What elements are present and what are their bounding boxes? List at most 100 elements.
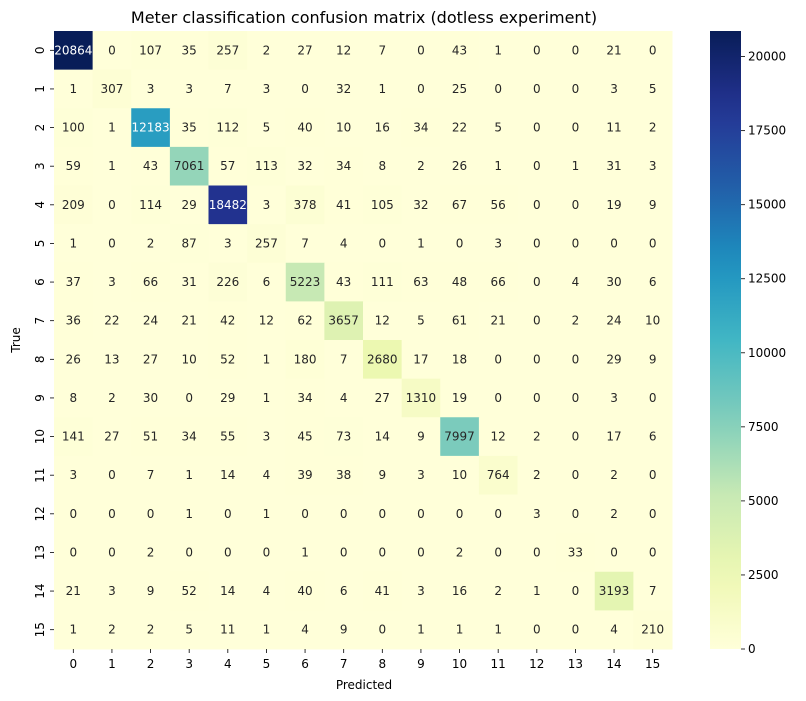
cell-value-label: 14 bbox=[220, 584, 235, 598]
heatmap-cell bbox=[363, 571, 403, 611]
cell-value-label: 2 bbox=[147, 623, 155, 637]
heatmap-cell bbox=[633, 610, 673, 650]
cell-value-label: 14 bbox=[375, 430, 390, 444]
cell-value-label: 105 bbox=[371, 198, 394, 212]
cell-value-label: 0 bbox=[533, 391, 541, 405]
heatmap-cell bbox=[208, 31, 248, 71]
heatmap-cell bbox=[517, 494, 557, 534]
cell-value-label: 6 bbox=[649, 430, 657, 444]
y-tick-label: 6 bbox=[33, 278, 47, 286]
heatmap-cell bbox=[131, 301, 171, 341]
cell-value-label: 27 bbox=[104, 430, 119, 444]
heatmap-cell bbox=[633, 146, 673, 187]
cell-value-label: 5 bbox=[185, 623, 193, 637]
heatmap-cell bbox=[169, 610, 210, 650]
heatmap-cell bbox=[478, 533, 519, 573]
heatmap-cell bbox=[324, 108, 364, 148]
cell-value-label: 8 bbox=[378, 159, 386, 173]
heatmap-cell bbox=[285, 533, 325, 573]
heatmap-cell bbox=[594, 69, 634, 109]
cell-value-label: 43 bbox=[143, 159, 158, 173]
cell-value-label: 1 bbox=[108, 121, 116, 135]
cell-value-label: 29 bbox=[182, 198, 197, 212]
y-tick-label: 8 bbox=[33, 355, 47, 363]
heatmap-cell bbox=[556, 146, 596, 187]
x-tick-label: 5 bbox=[263, 657, 271, 671]
cell-value-label: 2 bbox=[108, 391, 116, 405]
cell-value-label: 0 bbox=[108, 545, 116, 559]
heatmap-cell bbox=[169, 69, 210, 109]
cell-value-label: 0 bbox=[378, 623, 386, 637]
cell-value-label: 4 bbox=[340, 391, 348, 405]
heatmap-cell bbox=[247, 610, 287, 650]
cell-value-label: 0 bbox=[263, 545, 271, 559]
cell-value-label: 1 bbox=[417, 623, 425, 637]
cell-value-label: 1 bbox=[108, 159, 116, 173]
heatmap-cell bbox=[208, 262, 248, 302]
heatmap-cell bbox=[131, 146, 171, 187]
cell-value-label: 34 bbox=[336, 159, 351, 173]
cell-value-label: 0 bbox=[494, 352, 502, 366]
heatmap-cell bbox=[208, 494, 248, 534]
heatmap-cell bbox=[324, 69, 364, 109]
heatmap-cell bbox=[478, 571, 519, 611]
cell-value-label: 2680 bbox=[367, 352, 398, 366]
heatmap-cell bbox=[92, 224, 132, 264]
cell-value-label: 20864 bbox=[54, 43, 92, 57]
heatmap-cell bbox=[401, 533, 441, 573]
cell-value-label: 17 bbox=[606, 430, 621, 444]
heatmap-cell bbox=[517, 417, 557, 457]
cell-value-label: 7 bbox=[649, 584, 657, 598]
heatmap-cell bbox=[131, 571, 171, 611]
heatmap-cell bbox=[440, 31, 480, 71]
heatmap-cell bbox=[169, 571, 210, 611]
heatmap-cell bbox=[285, 455, 325, 496]
heatmap-cell bbox=[556, 185, 596, 225]
cell-value-label: 0 bbox=[147, 507, 155, 521]
heatmap-cell bbox=[517, 31, 557, 71]
heatmap-cell bbox=[401, 146, 441, 187]
cell-value-label: 0 bbox=[572, 236, 580, 250]
heatmap-cell bbox=[401, 185, 441, 225]
heatmap-cell bbox=[633, 455, 673, 496]
cell-value-label: 9 bbox=[147, 584, 155, 598]
heatmap-cell bbox=[131, 378, 171, 418]
colorbar-tick-label: 7500 bbox=[748, 420, 779, 434]
heatmap-cell bbox=[440, 146, 480, 187]
heatmap-cell bbox=[594, 224, 634, 264]
cell-value-label: 3 bbox=[108, 275, 116, 289]
heatmap-cell bbox=[517, 378, 557, 418]
cell-value-label: 9 bbox=[417, 430, 425, 444]
heatmap-cell bbox=[169, 378, 210, 418]
cell-value-label: 45 bbox=[297, 430, 312, 444]
heatmap-cell bbox=[556, 378, 596, 418]
heatmap-cell-labels: 20864 0 107 35 257 2 27 12 7 0 43 1 0 0 21 01 307 3 3 7 3 0 32… bbox=[54, 43, 664, 636]
cell-value-label: 0 bbox=[572, 43, 580, 57]
cell-value-label: 35 bbox=[182, 43, 197, 57]
cell-value-label: 0 bbox=[378, 236, 386, 250]
heatmap-cell bbox=[401, 224, 441, 264]
heatmap-cell bbox=[594, 262, 634, 302]
cell-value-label: 0 bbox=[572, 198, 580, 212]
heatmap-cell bbox=[363, 262, 403, 302]
cell-value-label: 40 bbox=[297, 584, 312, 598]
y-tick-label: 5 bbox=[33, 240, 47, 248]
y-tick-label: 11 bbox=[33, 468, 47, 483]
heatmap-cell bbox=[247, 494, 287, 534]
heatmap-cell bbox=[92, 69, 132, 109]
cell-value-label: 0 bbox=[533, 198, 541, 212]
y-tick-label: 15 bbox=[33, 622, 47, 637]
cell-value-label: 0 bbox=[417, 82, 425, 96]
cell-value-label: 1 bbox=[69, 623, 77, 637]
cell-value-label: 0 bbox=[533, 275, 541, 289]
x-tick-label: 7 bbox=[340, 657, 348, 671]
cell-value-label: 0 bbox=[533, 314, 541, 328]
heatmap-cell bbox=[440, 571, 480, 611]
cell-value-label: 4 bbox=[572, 275, 580, 289]
heatmap-cell bbox=[169, 340, 210, 380]
cell-value-label: 19 bbox=[606, 198, 621, 212]
cell-value-label: 0 bbox=[533, 82, 541, 96]
cell-value-label: 37 bbox=[66, 275, 81, 289]
x-tick-label: 14 bbox=[606, 657, 621, 671]
cell-value-label: 141 bbox=[62, 430, 85, 444]
